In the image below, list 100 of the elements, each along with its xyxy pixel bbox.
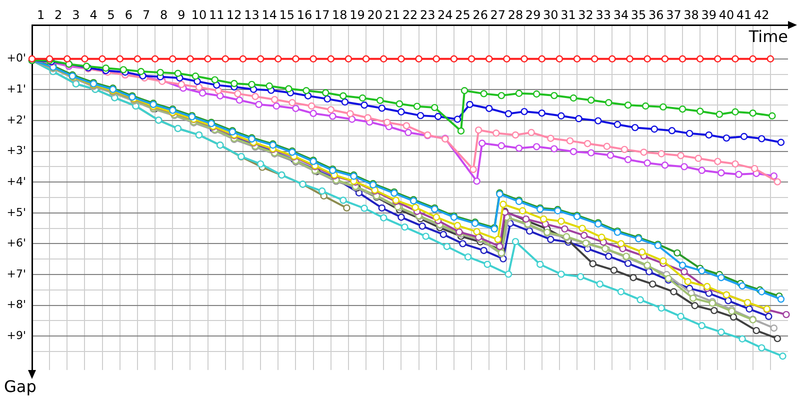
point — [649, 280, 656, 288]
point — [520, 55, 528, 62]
point — [689, 294, 697, 302]
point — [380, 55, 388, 62]
point — [680, 163, 688, 170]
point — [454, 116, 462, 123]
point — [587, 96, 595, 104]
point — [360, 101, 368, 109]
point — [670, 288, 678, 296]
point — [151, 55, 159, 62]
x-tick-label: 39 — [701, 8, 717, 22]
point — [640, 148, 648, 156]
point — [102, 64, 110, 72]
point — [732, 108, 739, 116]
point — [538, 55, 546, 62]
point — [732, 160, 739, 168]
point — [302, 87, 310, 94]
point — [194, 78, 201, 85]
point — [686, 130, 694, 138]
point — [596, 280, 604, 288]
point — [598, 234, 606, 241]
point — [547, 236, 554, 243]
x-tick-label: 19 — [350, 8, 365, 22]
point — [230, 80, 238, 88]
point — [661, 162, 669, 169]
point — [504, 270, 512, 278]
point — [266, 82, 273, 90]
point — [376, 96, 384, 104]
point — [274, 55, 282, 62]
point — [779, 352, 786, 360]
point — [398, 55, 405, 62]
point — [211, 76, 218, 84]
point — [174, 70, 182, 77]
point — [644, 55, 651, 62]
point — [137, 68, 145, 76]
point — [587, 149, 595, 156]
x-tick-label: 32 — [578, 8, 594, 22]
x-tick-label: 7 — [142, 8, 150, 22]
y-tick-label: +1' — [6, 82, 26, 96]
point — [380, 214, 388, 222]
point — [538, 110, 546, 117]
point — [431, 104, 438, 112]
point — [777, 138, 785, 146]
point — [360, 204, 368, 212]
point — [343, 204, 350, 212]
point — [732, 55, 739, 62]
point — [515, 90, 523, 97]
point — [738, 282, 746, 290]
point — [576, 273, 584, 280]
x-tick-label: 37 — [666, 8, 682, 22]
point — [714, 55, 722, 62]
y-tick-label: +7' — [6, 267, 26, 280]
point — [631, 124, 639, 132]
x-tick-label: 2 — [54, 8, 62, 22]
point — [691, 302, 698, 310]
point — [116, 55, 124, 62]
x-tick-label: 42 — [754, 8, 770, 22]
point — [454, 222, 462, 230]
point — [573, 55, 581, 62]
point — [255, 100, 262, 108]
point — [204, 55, 212, 62]
point — [758, 135, 766, 142]
point — [605, 99, 612, 106]
point — [678, 55, 686, 62]
point — [575, 115, 582, 122]
y-axis-title: Gap — [4, 377, 36, 396]
point — [473, 178, 480, 185]
point — [500, 200, 507, 208]
point — [758, 344, 766, 352]
point — [624, 260, 632, 268]
point — [678, 262, 686, 269]
point — [660, 103, 667, 111]
point — [234, 90, 242, 98]
point — [324, 95, 331, 103]
point — [646, 268, 653, 276]
point — [561, 225, 568, 233]
point — [480, 246, 488, 254]
point — [239, 55, 247, 62]
point — [558, 270, 565, 278]
point — [178, 80, 186, 88]
x-tick-label: 34 — [613, 8, 629, 22]
point — [617, 288, 625, 296]
x-tick-label: 3 — [72, 8, 80, 22]
point — [636, 296, 644, 304]
point — [578, 224, 586, 232]
point — [730, 313, 738, 321]
point — [422, 232, 430, 240]
point — [606, 152, 614, 159]
point — [520, 108, 528, 116]
point — [638, 248, 646, 256]
point — [496, 242, 504, 250]
point — [660, 257, 667, 265]
x-tick-label: 5 — [107, 8, 115, 22]
point — [515, 144, 523, 152]
point — [416, 112, 424, 120]
point — [774, 178, 782, 186]
point — [661, 55, 669, 62]
x-tick-label: 31 — [560, 8, 576, 22]
point — [591, 55, 598, 62]
point — [473, 228, 480, 236]
